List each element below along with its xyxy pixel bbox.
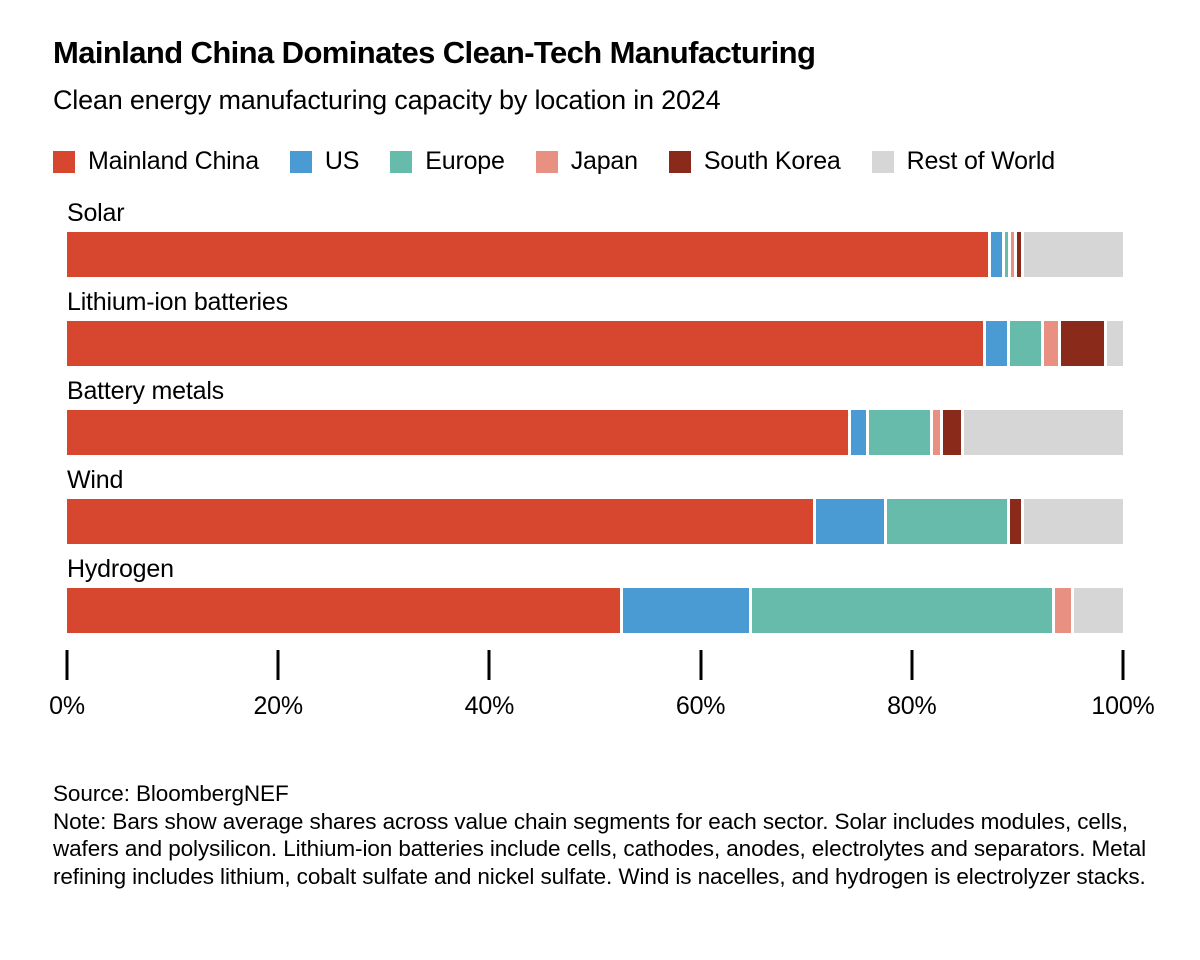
segment-hydrogen-us [623, 588, 749, 634]
row-label-hydrogen: Hydrogen [67, 555, 174, 584]
segment-solar-japan [1010, 232, 1014, 278]
legend-item-mainland-china: Mainland China [53, 147, 259, 176]
chart-row-solar: Solar [67, 199, 1123, 278]
axis-tick-40- [487, 650, 491, 681]
legend-item-europe: Europe [390, 147, 505, 176]
legend: Mainland China US Europe Japan South Korea Re… [53, 147, 1155, 176]
legend-swatch-europe [390, 150, 413, 173]
bar-solar [67, 232, 1123, 278]
row-label-solar: Solar [67, 199, 125, 228]
legend-label-mainland-china: Mainland China [88, 147, 259, 176]
segment-hydrogen-japan [1055, 588, 1071, 634]
segment-lithium-ion-batteries-us [986, 321, 1007, 367]
chart-row-lithium-ion-batteries: Lithium-ion batteries [67, 288, 1123, 367]
axis-tick-60- [699, 650, 703, 681]
legend-swatch-mainland-china [53, 150, 75, 173]
stacked-bar-chart: Solar Lithium-ion batteries Battery metals… [67, 199, 1123, 634]
legend-label-rest-of-world: Rest of World [906, 147, 1056, 176]
chart-title: Mainland China Dominates Clean-Tech Manu… [53, 35, 816, 70]
legend-item-rest-of-world: Rest of World [871, 147, 1056, 176]
segment-battery-metals-south-korea [943, 410, 961, 456]
row-label-battery-metals: Battery metals [67, 377, 224, 406]
segment-solar-mainland-china [67, 232, 989, 278]
segment-battery-metals-us [850, 410, 867, 456]
row-label-wind: Wind [67, 466, 124, 495]
segment-wind-mainland-china [67, 499, 814, 545]
axis-tick-20- [276, 650, 280, 681]
legend-label-us: US [324, 147, 360, 176]
axis-tick-label-40-: 40% [464, 692, 515, 721]
source-text: Source: BloombergNEF [53, 781, 289, 807]
segment-wind-europe [887, 499, 1008, 545]
legend-swatch-japan [535, 150, 558, 173]
legend-label-south-korea: South Korea [703, 147, 841, 176]
chart-row-battery-metals: Battery metals [67, 377, 1123, 456]
legend-item-us: US [289, 147, 360, 176]
segment-hydrogen-rest-of-world [1073, 588, 1123, 634]
axis-tick-label-100-: 100% [1091, 692, 1155, 721]
chart-row-hydrogen: Hydrogen [67, 555, 1123, 634]
segment-hydrogen-mainland-china [67, 588, 621, 634]
x-axis: 0% 20% 40% 60% 80% 100% [49, 650, 1155, 725]
segment-solar-south-korea [1016, 232, 1022, 278]
bar-hydrogen [67, 588, 1123, 634]
segment-lithium-ion-batteries-rest-of-world [1107, 321, 1123, 367]
chart-subtitle: Clean energy manufacturing capacity by l… [53, 85, 721, 116]
segment-battery-metals-rest-of-world [963, 410, 1123, 456]
segment-lithium-ion-batteries-japan [1044, 321, 1058, 367]
axis-tick-label-20-: 20% [253, 692, 303, 721]
segment-battery-metals-japan [932, 410, 941, 456]
segment-solar-rest-of-world [1024, 232, 1123, 278]
axis-tick-80- [910, 650, 914, 681]
segment-wind-rest-of-world [1023, 499, 1123, 545]
bar-wind [67, 499, 1123, 545]
segment-battery-metals-europe [869, 410, 930, 456]
legend-swatch-south-korea [668, 150, 691, 173]
legend-item-japan: Japan [535, 147, 638, 176]
legend-label-europe: Europe [425, 147, 505, 176]
segment-lithium-ion-batteries-europe [1009, 321, 1042, 367]
legend-swatch-rest-of-world [871, 150, 894, 173]
legend-swatch-us [289, 150, 312, 173]
segment-wind-us [816, 499, 885, 545]
legend-label-japan: Japan [570, 147, 638, 176]
segment-solar-europe [1004, 232, 1008, 278]
note-text: Note: Bars show average shares across va… [53, 808, 1147, 889]
bar-lithium-ion-batteries [67, 321, 1123, 367]
axis-tick-0- [65, 650, 69, 681]
segment-battery-metals-mainland-china [67, 410, 848, 456]
axis-tick-100- [1121, 650, 1125, 681]
legend-item-south-korea: South Korea [668, 147, 841, 176]
segment-solar-us [991, 232, 1002, 278]
chart-row-wind: Wind [67, 466, 1123, 545]
segment-hydrogen-europe [751, 588, 1053, 634]
footer-notes: Source: BloombergNEF Note: Bars show ave… [53, 780, 1163, 890]
segment-lithium-ion-batteries-mainland-china [67, 321, 984, 367]
bar-battery-metals [67, 410, 1123, 456]
axis-tick-label-0-: 0% [49, 692, 85, 721]
axis-tick-label-60-: 60% [675, 692, 726, 721]
row-label-lithium-ion-batteries: Lithium-ion batteries [67, 288, 288, 317]
axis-tick-label-80-: 80% [887, 692, 937, 721]
segment-wind-south-korea [1010, 499, 1021, 545]
segment-lithium-ion-batteries-south-korea [1060, 321, 1105, 367]
